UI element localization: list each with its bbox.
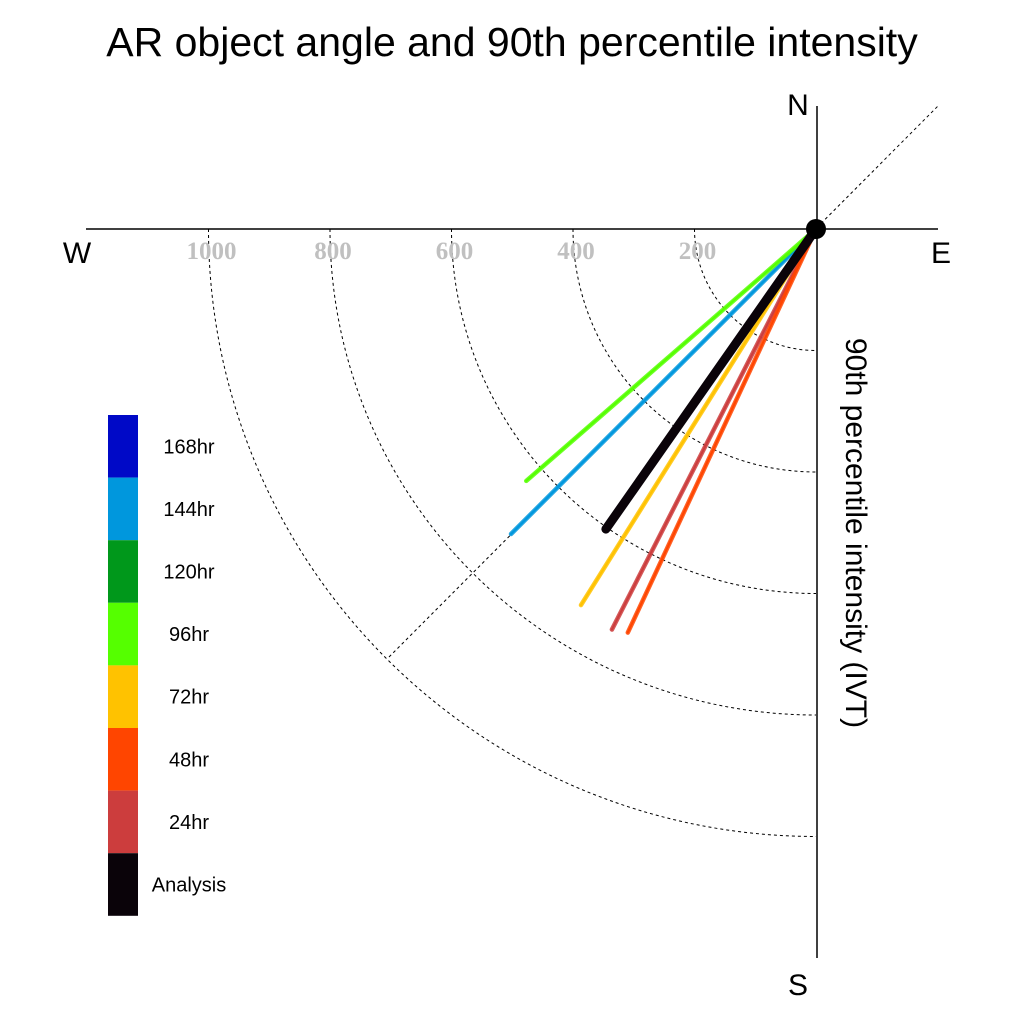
legend-swatch xyxy=(108,477,138,541)
range-ring xyxy=(451,228,817,594)
radial-axis-label: 90th percentile intensity (IVT) xyxy=(839,338,872,728)
ring-tick-label: 400 xyxy=(557,238,595,265)
legend-swatch xyxy=(108,415,138,478)
legend-swatch xyxy=(108,728,138,791)
chart-title: AR object angle and 90th percentile inte… xyxy=(106,19,918,65)
legend-label: 24hr xyxy=(169,812,209,834)
legend-swatch xyxy=(108,790,138,854)
legend-label: 120hr xyxy=(163,562,214,584)
legend-label: 96hr xyxy=(169,624,209,646)
vector-line-core xyxy=(610,228,817,631)
compass-west: W xyxy=(63,237,92,270)
ring-tick-label: 800 xyxy=(314,238,352,265)
legend: 168hr 144hr 120hr 96hr 72hr 48hr 24hr Analysis xyxy=(108,415,226,916)
compass-south: S xyxy=(788,969,808,1002)
range-ring xyxy=(694,228,817,351)
compass-east: E xyxy=(931,237,951,270)
range-ring xyxy=(329,228,817,716)
ring-tick-labels: 200 400 600 800 1000 xyxy=(187,238,717,265)
range-ring xyxy=(208,228,817,837)
legend-swatch xyxy=(108,540,138,603)
ring-tick-label: 600 xyxy=(436,238,474,265)
vector-lines xyxy=(508,224,821,635)
legend-label: 48hr xyxy=(169,749,209,771)
origin-point xyxy=(806,219,826,239)
legend-swatch xyxy=(108,602,138,666)
vector-line-core xyxy=(525,228,817,482)
legend-swatch xyxy=(108,665,138,728)
vector-line-core xyxy=(510,228,817,535)
legend-label: 144hr xyxy=(163,499,214,521)
vector-line-analysis xyxy=(601,224,821,534)
range-rings xyxy=(208,228,817,837)
legend-label: Analysis xyxy=(152,875,226,897)
legend-label: 72hr xyxy=(169,687,209,709)
ring-tick-label: 1000 xyxy=(187,238,237,265)
diagonal-reference-line xyxy=(388,105,939,658)
vector-line-core xyxy=(626,228,817,634)
legend-swatch xyxy=(108,853,138,916)
ring-tick-label: 200 xyxy=(679,238,717,265)
compass-north: N xyxy=(787,89,809,122)
legend-label: 168hr xyxy=(163,436,214,458)
range-ring xyxy=(572,228,817,473)
